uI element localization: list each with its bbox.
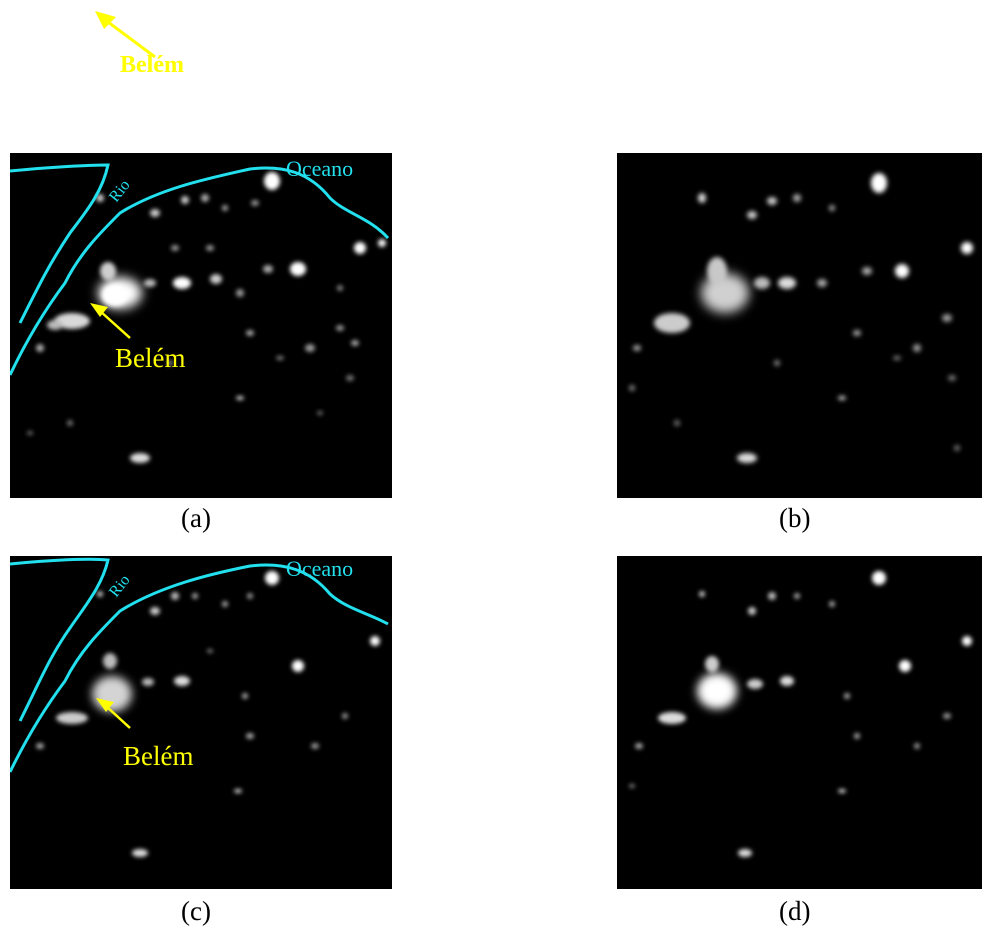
caption-c: (c) bbox=[181, 896, 211, 926]
ocean-label: Oceano bbox=[286, 556, 354, 581]
city-label: Belém bbox=[123, 741, 194, 771]
annotation-arrow-a bbox=[90, 303, 131, 339]
ocean-label: Oceano bbox=[286, 156, 354, 181]
city-label: Belém bbox=[115, 343, 186, 373]
city-lights bbox=[36, 571, 380, 857]
caption-b: (b) bbox=[779, 503, 811, 533]
top-annotation-label: Belém bbox=[120, 52, 184, 78]
city-lights bbox=[629, 571, 972, 857]
coast-lines bbox=[10, 557, 389, 773]
top-annotation-arrow bbox=[95, 11, 156, 59]
city-lights bbox=[629, 173, 973, 463]
caption-d: (d) bbox=[779, 896, 811, 926]
panel-b-image bbox=[617, 153, 982, 498]
panel-a-image: Oceano Rio Belém bbox=[10, 153, 392, 498]
coast-lines bbox=[10, 163, 390, 376]
caption-a: (a) bbox=[181, 503, 211, 533]
annotation-arrow-c bbox=[96, 698, 131, 729]
city-lights bbox=[27, 172, 386, 463]
panel-c-image: Oceano Rio Belém bbox=[10, 556, 392, 889]
panel-d-image bbox=[617, 556, 982, 889]
